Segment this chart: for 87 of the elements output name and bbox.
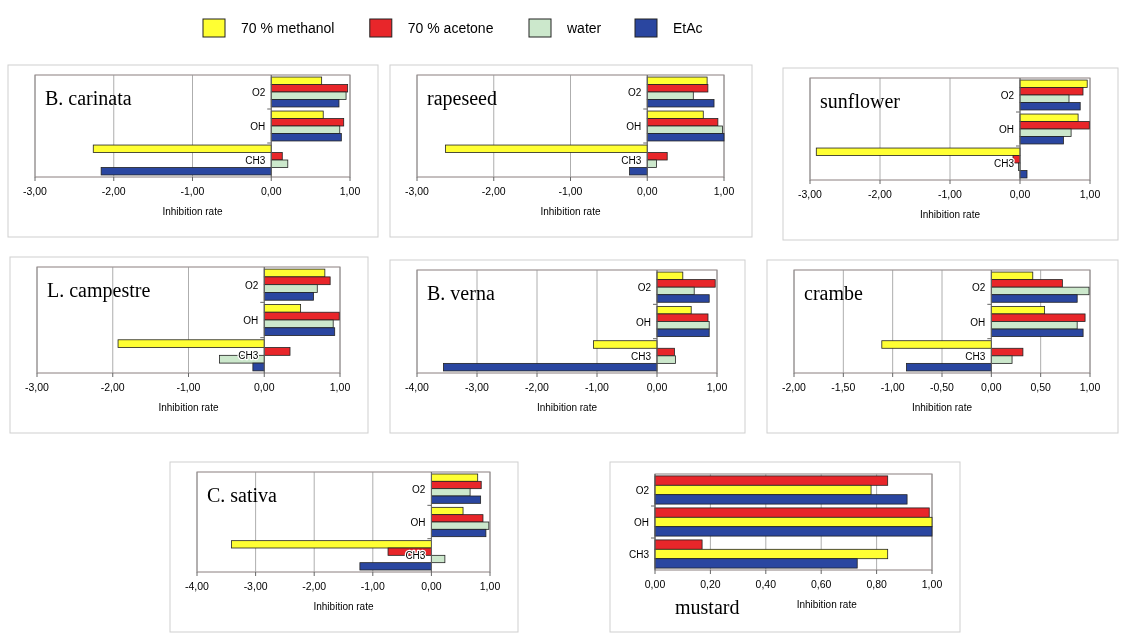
x-axis-title: Inhibition rate [536,402,598,413]
x-tick-label: -3,00 [798,188,823,200]
x-tick-label: 0,00 [646,381,668,393]
y-tick-label: OH [999,124,1014,135]
x-axis-title: Inhibition rate [158,402,219,413]
x-tick-label: -1,00 [558,185,583,197]
y-tick-label: OH [626,121,642,132]
x-tick-label: -1,00 [938,188,963,200]
y-tick-label: CH3 [621,155,642,166]
y-tick-label: CH3 [965,350,986,362]
x-tick-label: 0,00 [254,381,275,393]
x-axis-title: Inhibition rate [919,209,981,220]
x-tick-label: -2,00 [782,381,807,393]
x-tick-label: 0,00 [644,578,666,590]
y-tick-label: O2 [971,282,986,294]
y-tick-label: CH3 [245,155,266,166]
x-tick-label: -2,00 [481,185,506,197]
x-tick-label: 0,20 [700,578,721,590]
text: C. sativa [207,484,278,506]
x-tick-label: -3,00 [243,580,268,592]
x-tick-label: 0,00 [1009,188,1031,200]
y-tick-label: OH [970,316,986,328]
x-axis-title: Inhibition rate [796,599,858,610]
legend-label: 70 % acetone [407,20,494,36]
x-tick-label: 0,00 [637,185,658,197]
y-tick-label: OH [634,517,649,528]
x-tick-label: -1,00 [176,381,201,393]
x-tick-label: -2,00 [100,381,125,393]
x-tick-label: -2,00 [525,381,550,393]
x-tick-label: -4,00 [405,381,430,393]
x-tick-label: 1,00 [1079,188,1101,200]
text: L. campestre [47,279,151,302]
y-tick-label: CH3 [628,549,650,560]
y-tick-label: CH3 [993,158,1015,169]
x-tick-label: 1,00 [1079,381,1101,393]
x-tick-label: 0,60 [810,578,832,590]
text: B. verna [427,282,495,304]
x-tick-label: -1,00 [585,381,610,393]
y-tick-label: OH [636,316,651,328]
x-tick-label: 1,00 [329,381,351,393]
x-tick-label: -2,00 [868,188,893,200]
x-tick-label: 1,00 [339,185,361,197]
x-tick-label: 0,50 [1030,381,1052,393]
text: B. carinata [45,87,132,109]
x-tick-label: 1,00 [713,185,735,197]
text: mustard [675,596,740,618]
y-tick-label: OH [410,517,426,528]
x-tick-label: 1,00 [479,580,501,592]
y-tick-label: O2 [412,483,426,495]
x-tick-label: 0,00 [421,580,442,592]
y-tick-label: O2 [1000,90,1015,101]
legend-label: 70 % methanol [241,20,335,36]
text: crambe [804,282,863,304]
x-tick-label: 0,00 [261,185,282,197]
x-tick-label: 1,00 [706,381,728,393]
x-axis-title: Inhibition rate [540,206,601,217]
y-tick-label: O2 [251,87,266,98]
x-tick-label: -0,50 [930,381,955,393]
y-tick-label: O2 [635,485,650,496]
x-tick-label: 0,80 [866,578,887,590]
x-tick-label: -1,00 [360,580,385,592]
x-tick-label: 0,00 [981,381,1002,393]
y-tick-label: OH [250,121,266,132]
legend-label: EtAc [673,20,703,36]
y-tick-label: O2 [637,282,652,294]
x-tick-label: -3,00 [23,185,48,197]
legend-label: water [566,20,602,36]
y-tick-label: O2 [627,87,642,98]
y-tick-label: O2 [244,279,259,291]
x-axis-title: Inhibition rate [313,601,374,612]
x-tick-label: -3,00 [405,185,430,197]
x-tick-label: -2,00 [302,580,327,592]
x-tick-label: 1,00 [921,578,943,590]
x-tick-label: -1,00 [180,185,205,197]
x-tick-label: -3,00 [25,381,50,393]
y-tick-label: CH3 [630,350,652,362]
x-axis-title: Inhibition rate [911,402,973,413]
x-tick-label: 0,40 [755,578,777,590]
x-tick-label: -1,00 [880,381,905,393]
text: rapeseed [427,87,497,110]
y-tick-label: OH [243,315,259,326]
text: sunflower [820,90,901,112]
x-tick-label: -4,00 [185,580,210,592]
x-tick-label: -2,00 [101,185,126,197]
x-tick-label: -3,00 [465,381,490,393]
x-tick-label: -1,50 [831,381,856,393]
x-axis-title: Inhibition rate [162,206,223,217]
